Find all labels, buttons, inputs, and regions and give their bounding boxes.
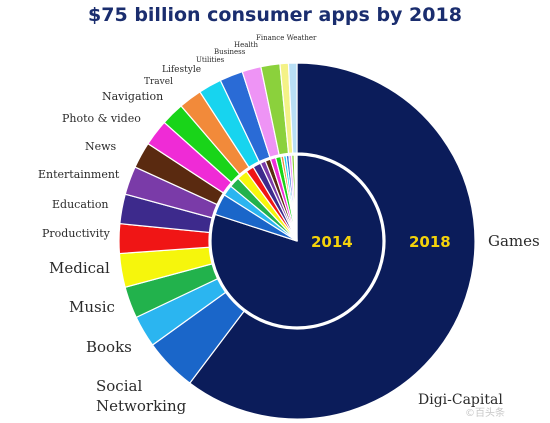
label-lifestyle: Lifestyle (162, 65, 202, 75)
inner-ring-2014 (209, 153, 385, 329)
label-social-networking: Social Networking (96, 377, 187, 415)
ring-divider (209, 153, 385, 329)
label-navigation: Navigation (102, 90, 164, 103)
label-utilities: Utilities (196, 56, 225, 64)
label-news: News (85, 140, 117, 153)
label-entertainment: Entertainment (38, 168, 120, 181)
label-books: Books (86, 338, 132, 356)
slice-inner-weather (295, 154, 298, 242)
label-medical: Medical (49, 259, 110, 277)
year-2018-label: 2018 (409, 233, 451, 251)
watermark: ©百头条 (465, 408, 505, 419)
label-travel: Travel (144, 77, 173, 87)
label-games: Games (488, 232, 540, 250)
label-business: Business (214, 48, 246, 56)
label-photo-video: Photo & video (62, 112, 141, 125)
source-credit: Digi-Capital (418, 392, 503, 408)
chart-title: $75 billion consumer apps by 2018 (88, 4, 462, 26)
label-music: Music (69, 298, 115, 316)
label-finance-weather: Finance Weather (256, 34, 317, 42)
label-health: Health (234, 41, 258, 49)
label-education: Education (52, 198, 109, 211)
year-2014-label: 2014 (311, 233, 353, 251)
label-productivity: Productivity (42, 227, 110, 240)
